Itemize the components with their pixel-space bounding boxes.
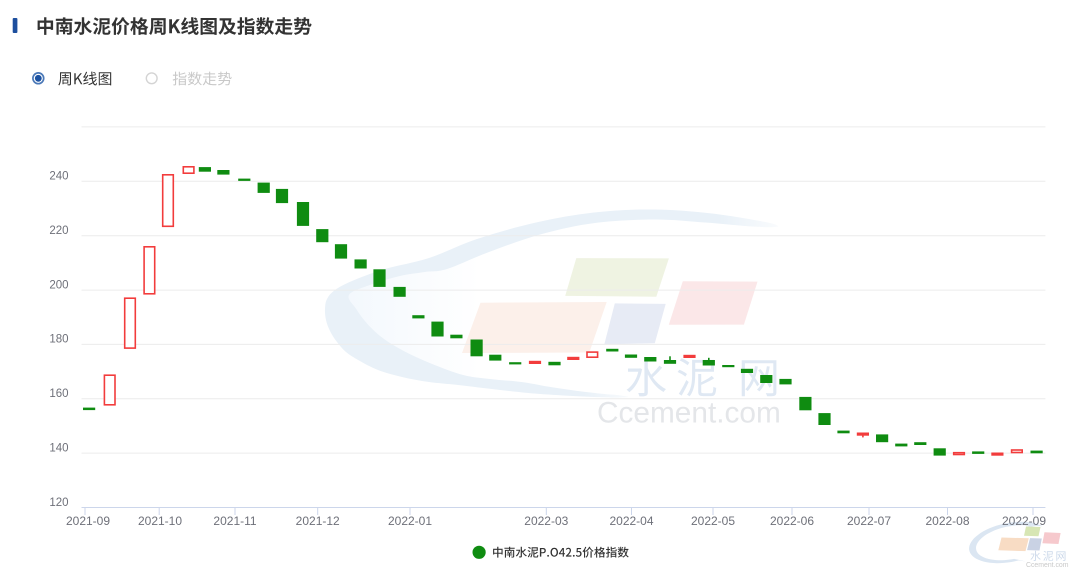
svg-text:Ccement.com: Ccement.com [597, 396, 781, 429]
svg-text:2022-04: 2022-04 [609, 514, 653, 528]
svg-text:2021-12: 2021-12 [296, 514, 340, 528]
svg-text:Ccement.com: Ccement.com [1026, 562, 1069, 569]
svg-text:2022-06: 2022-06 [770, 514, 814, 528]
svg-text:2022-08: 2022-08 [925, 514, 969, 528]
svg-text:160: 160 [49, 388, 68, 400]
svg-text:2022-03: 2022-03 [524, 514, 568, 528]
svg-text:2021-11: 2021-11 [213, 514, 256, 528]
svg-text:2021-10: 2021-10 [138, 514, 182, 528]
svg-text:2021-09: 2021-09 [66, 514, 110, 528]
svg-text:180: 180 [49, 334, 68, 346]
svg-text:220: 220 [49, 225, 68, 237]
svg-text:240: 240 [49, 171, 68, 183]
svg-text:140: 140 [49, 442, 68, 454]
svg-text:2022-05: 2022-05 [691, 514, 735, 528]
svg-text:2022-01: 2022-01 [388, 514, 432, 528]
svg-text:200: 200 [49, 279, 68, 291]
svg-text:2022-09: 2022-09 [1002, 514, 1046, 528]
svg-text:120: 120 [49, 497, 68, 509]
svg-text:2022-07: 2022-07 [847, 514, 891, 528]
